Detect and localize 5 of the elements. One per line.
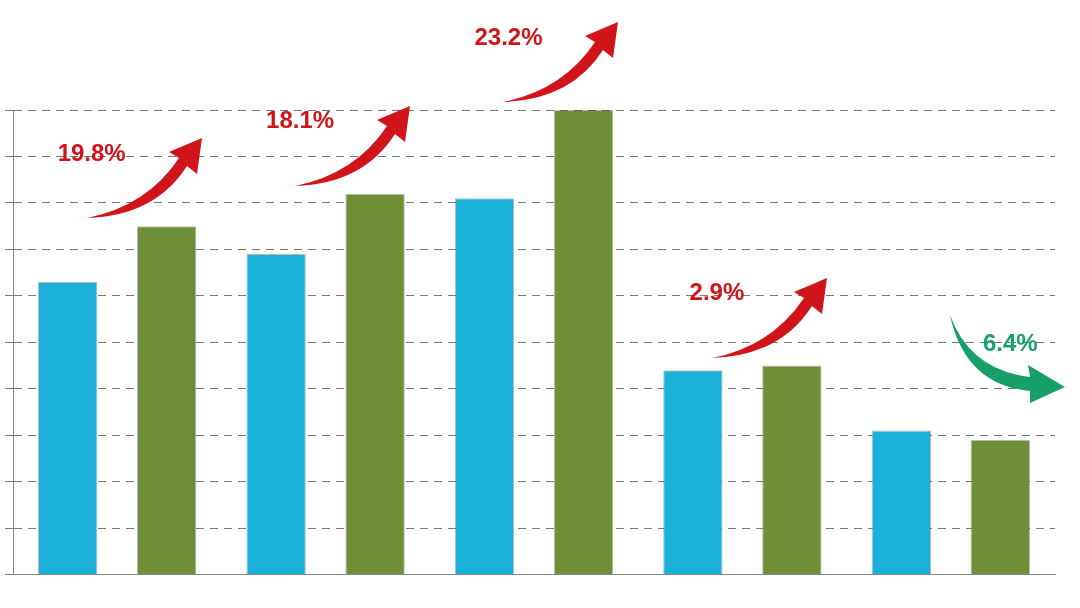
annotation: 6.4% — [982, 329, 1038, 357]
annotation: 19.8% — [57, 138, 126, 166]
annotation: 2.9% — [689, 278, 745, 306]
text: 23.2% — [474, 22, 543, 50]
annotation: 18.1% — [266, 106, 335, 134]
